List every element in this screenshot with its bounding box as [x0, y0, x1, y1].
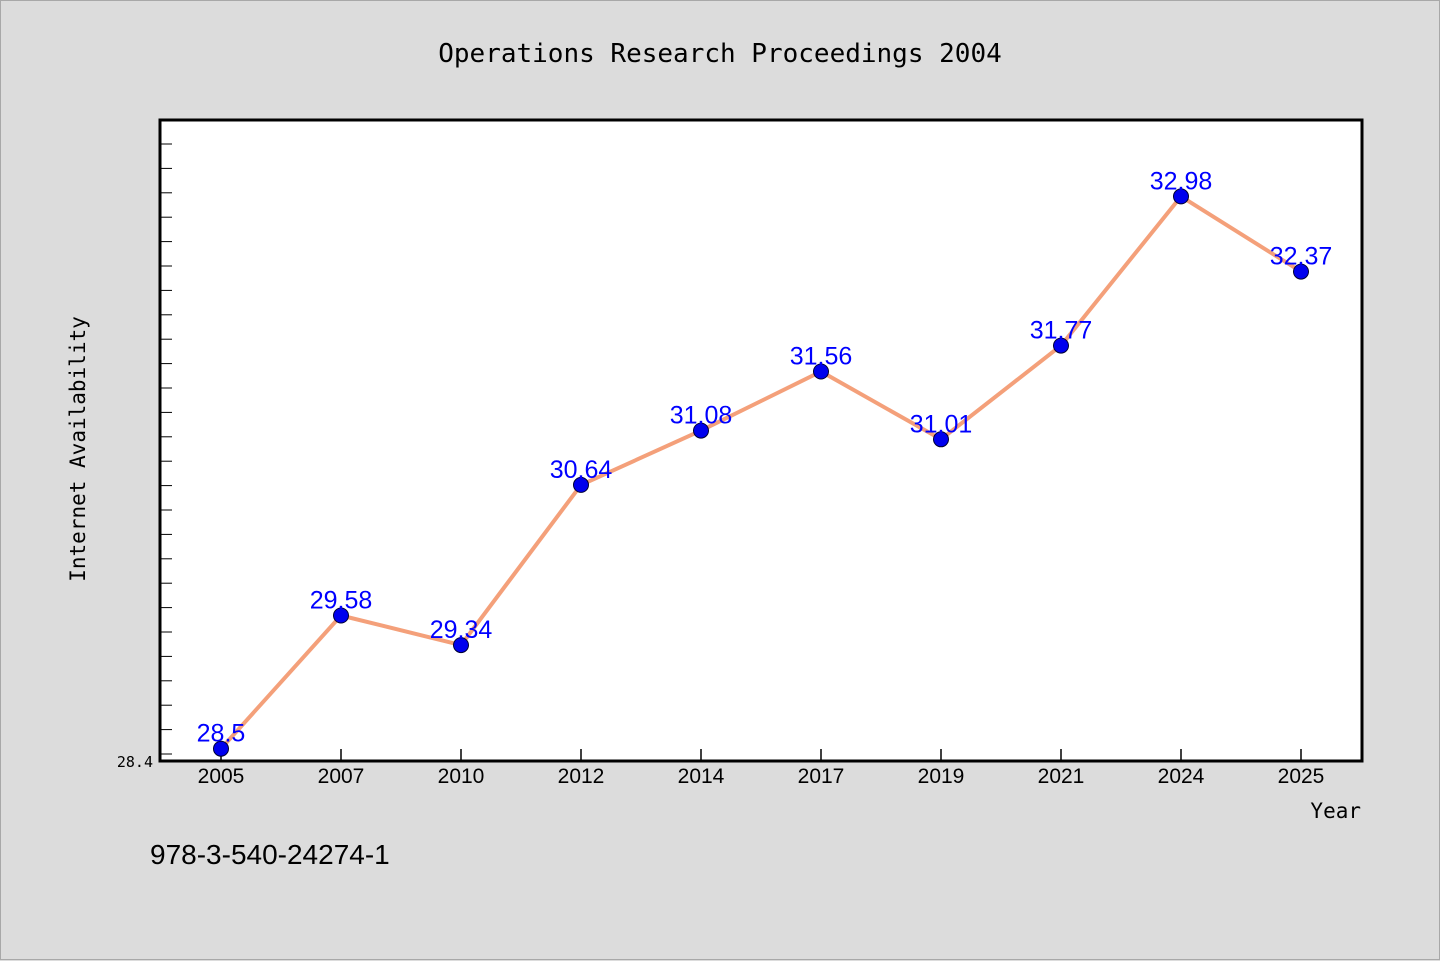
data-label: 31.01 — [910, 410, 973, 438]
x-tick-label: 2019 — [918, 765, 965, 788]
data-point-marker — [813, 363, 829, 380]
x-tick-label: 2024 — [1158, 765, 1205, 788]
data-label: 29.58 — [310, 587, 373, 615]
series-line — [219, 194, 1303, 751]
x-tick-label: 2007 — [318, 765, 365, 788]
data-point-marker — [213, 740, 229, 757]
x-axis-label: Year — [1310, 799, 1361, 823]
data-label: 30.64 — [550, 456, 613, 484]
series-line-group: 28.5 29.58 29.34 30.64 31.08 31.56 31.01 31.77 3… — [197, 167, 1333, 757]
x-tick-label: 2005 — [198, 765, 245, 788]
data-point-marker — [933, 431, 949, 448]
chart-title: Operations Research Proceedings 2004 — [438, 39, 1002, 69]
plot-area — [158, 118, 1364, 763]
data-label: 31.08 — [670, 402, 733, 430]
x-tick-label: 2017 — [798, 765, 845, 788]
data-label: 32.98 — [1150, 167, 1213, 195]
data-label: 31.56 — [790, 343, 853, 371]
data-point-marker — [453, 637, 469, 654]
data-label: 29.34 — [430, 616, 493, 644]
y-axis-minor-ticks — [160, 143, 172, 755]
data-point-marker — [573, 476, 589, 493]
data-label: 31.77 — [1030, 317, 1093, 345]
x-tick-label: 2021 — [1038, 765, 1085, 788]
data-point-marker — [1293, 263, 1309, 280]
data-label: 32.37 — [1270, 243, 1333, 271]
data-point-marker — [1173, 188, 1189, 205]
data-label: 28.5 — [197, 720, 246, 748]
x-tick-label: 2012 — [558, 765, 605, 788]
data-point-marker — [333, 607, 349, 624]
y-axis-label: Internet Availability — [66, 316, 90, 582]
x-tick-label: 2010 — [438, 765, 485, 788]
y-tick-label: 28.4 — [117, 753, 153, 771]
x-tick-label: 2014 — [678, 765, 725, 788]
data-point-marker — [1053, 337, 1069, 354]
isbn-footer: 978-3-540-24274-1 — [150, 839, 390, 870]
x-tick-label: 2025 — [1278, 765, 1325, 788]
x-axis-ticks: 2005 2007 2010 2012 2014 2017 2019 2021 2024 2025 — [198, 749, 1325, 788]
data-point-marker — [693, 422, 709, 439]
